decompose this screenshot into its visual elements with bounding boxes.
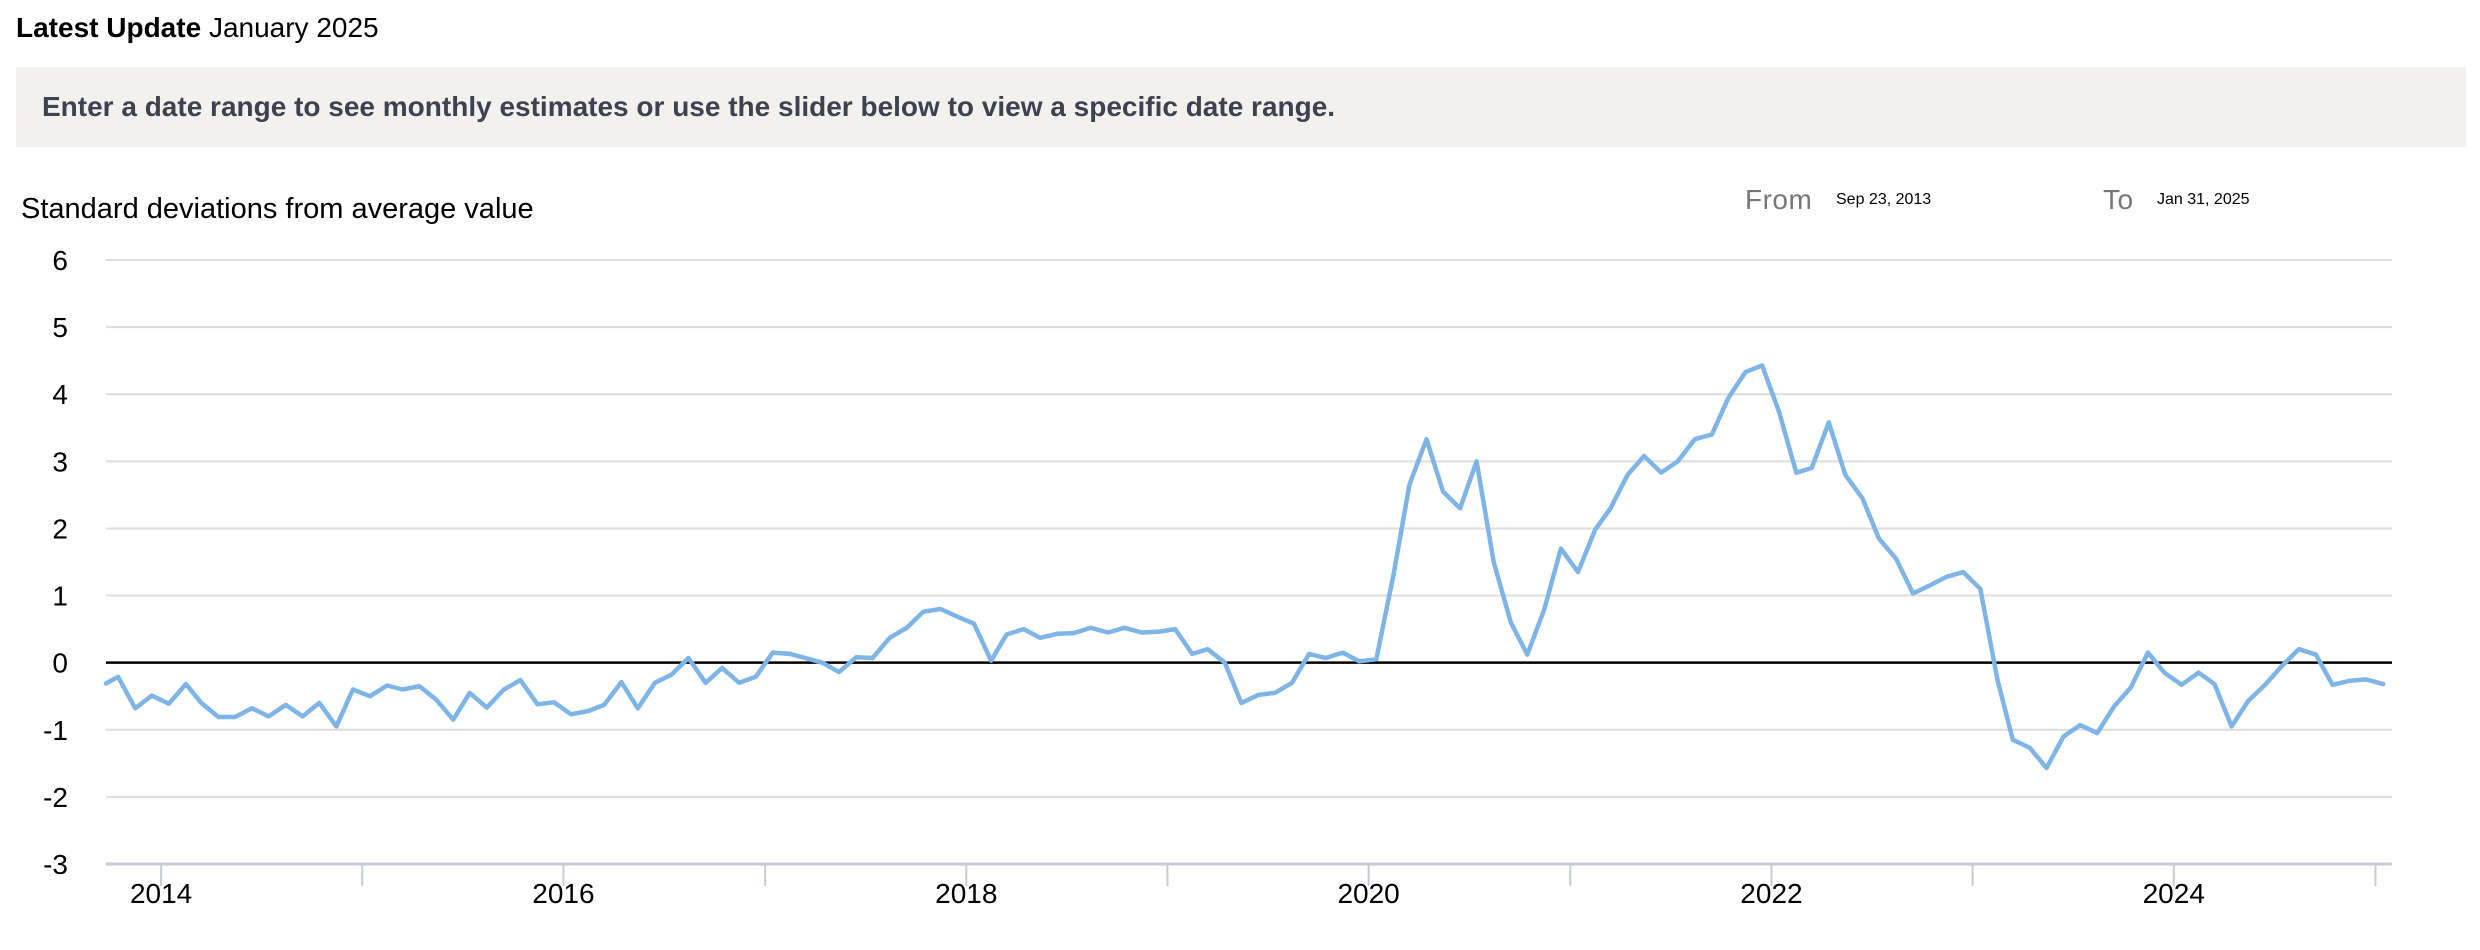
to-label: To (2103, 172, 2134, 228)
y-tick-label: 2 (52, 513, 68, 544)
y-tick-label: -2 (43, 782, 68, 813)
y-axis-title: Standard deviations from average value (21, 193, 534, 225)
x-tick-label: 2022 (1740, 878, 1802, 909)
y-tick-label: 5 (52, 312, 68, 343)
y-tick-labels: 6 5 4 3 2 1 0 -1 -2 -3 (43, 245, 68, 880)
date-range-notice: Enter a date range to see monthly estima… (16, 67, 2466, 147)
notice-text: Enter a date range to see monthly estima… (42, 91, 1336, 122)
grid-lines (106, 259, 2392, 798)
from-label-text: From (1745, 184, 1813, 215)
x-tick-label: 2016 (532, 878, 594, 909)
from-date-input[interactable]: Sep 23, 2013 (1836, 172, 2074, 228)
y-tick-label: -3 (43, 849, 68, 880)
to-label-text: To (2103, 184, 2134, 215)
latest-update: Latest Update January 2025 (16, 10, 379, 46)
y-tick-label: 0 (52, 648, 68, 679)
y-tick-label: 6 (52, 245, 68, 276)
to-date-input[interactable]: Jan 31, 2025 (2157, 172, 2396, 228)
series-layer (103, 363, 2386, 771)
x-tick-label: 2024 (2143, 878, 2205, 909)
latest-update-value: January 2025 (208, 12, 379, 43)
latest-update-label: Latest Update (16, 12, 202, 43)
y-tick-label: 3 (52, 446, 68, 477)
x-tick-label: 2020 (1337, 878, 1399, 909)
series-line (103, 363, 2386, 771)
y-tick-label: -1 (43, 715, 68, 746)
from-label: From (1745, 172, 1812, 228)
to-date-value: Jan 31, 2025 (2157, 191, 2250, 208)
x-tick-label: 2014 (130, 878, 192, 909)
y-tick-label: 1 (52, 581, 68, 612)
x-tick-label: 2018 (935, 878, 997, 909)
x-axis: 2014 2016 2018 2020 2022 2024 (106, 862, 2392, 909)
y-tick-label: 4 (52, 379, 68, 410)
from-date-value: Sep 23, 2013 (1836, 191, 1932, 208)
